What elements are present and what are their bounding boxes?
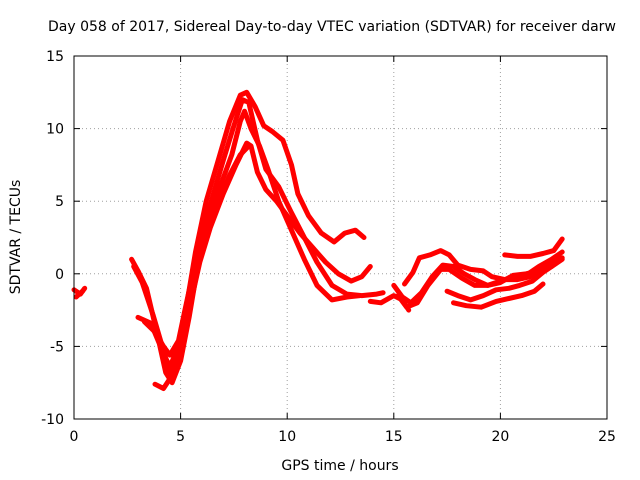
series-arc-c <box>129 89 367 370</box>
y-tick-label: 10 <box>46 122 64 138</box>
y-tick-label: 0 <box>55 267 64 283</box>
series-arc-k <box>444 256 565 303</box>
plot-frame <box>73 55 608 420</box>
x-tick-label: 25 <box>598 429 616 445</box>
y-tick-label: -5 <box>50 339 64 355</box>
x-tick-label: 15 <box>385 429 403 445</box>
series-layer <box>71 89 565 391</box>
x-tick-labels: 0 5 10 15 20 25 <box>70 429 616 445</box>
x-tick-label: 20 <box>491 429 509 445</box>
series-arc-e <box>135 108 363 386</box>
series-arc-l <box>451 281 546 310</box>
series-arc-b <box>73 288 85 300</box>
series-arc-g <box>141 143 252 358</box>
y-tick-label: 5 <box>55 194 64 210</box>
series-arc-j <box>402 248 555 287</box>
chart-title: Day 058 of 2017, Sidereal Day-to-day VTE… <box>48 19 616 35</box>
x-tick-label: 0 <box>70 429 79 445</box>
x-tick-label: 10 <box>278 429 296 445</box>
y-tick-labels: -10 -5 0 5 10 15 <box>41 49 64 428</box>
series-arc-f <box>152 140 373 391</box>
x-tick-label: 5 <box>176 429 185 445</box>
series-arc-n <box>367 293 412 313</box>
series-arc-m <box>502 236 565 259</box>
series-arc-d <box>131 97 386 375</box>
ticks <box>73 55 608 420</box>
y-axis-label: SDTVAR / TECUs <box>8 180 24 295</box>
y-tick-label: 15 <box>46 49 64 65</box>
y-tick-label: -10 <box>41 412 64 428</box>
x-axis-label: GPS time / hours <box>281 458 398 474</box>
